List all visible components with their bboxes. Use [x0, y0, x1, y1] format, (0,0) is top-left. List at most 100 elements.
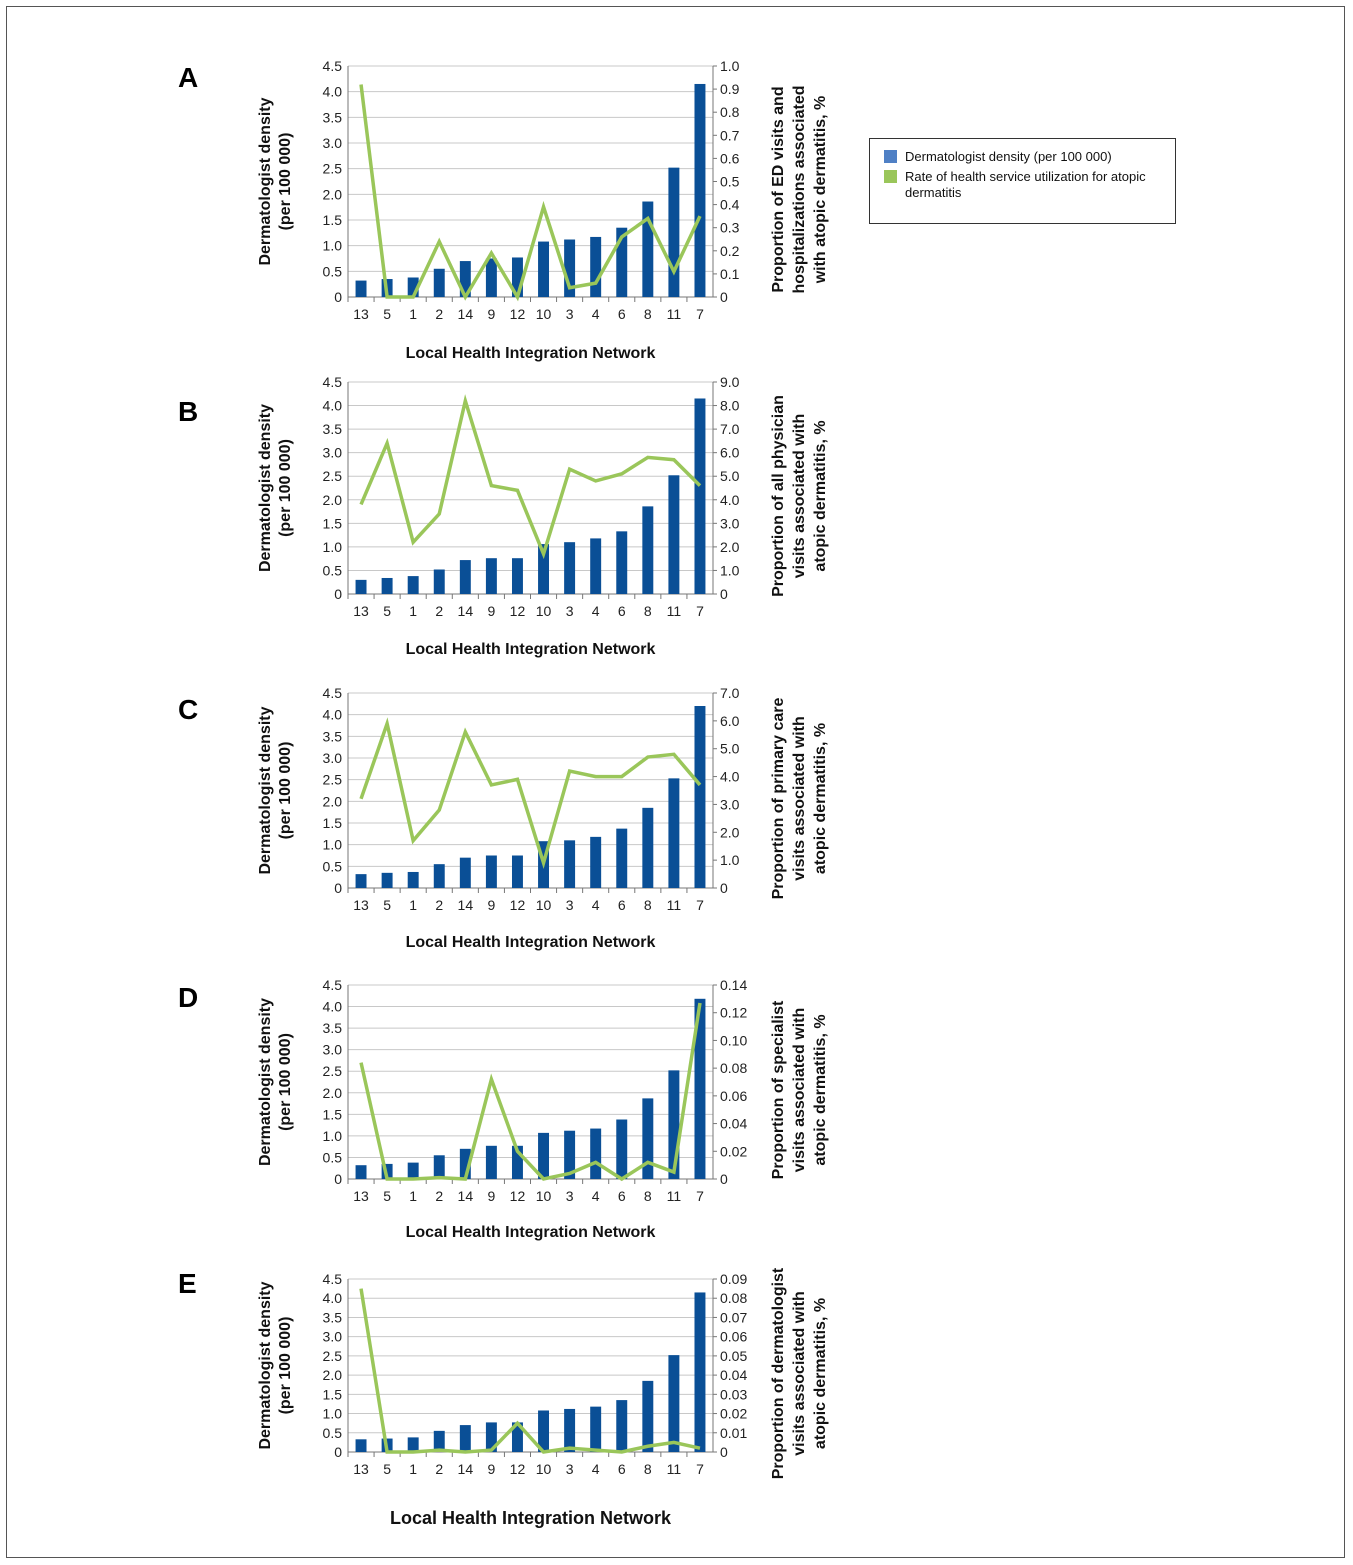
left-axis-title: (per 100 000) — [277, 133, 294, 231]
bar — [642, 201, 654, 297]
x-axis-title: Local Health Integration Network — [390, 1508, 672, 1528]
panel-letter: D — [178, 982, 199, 1013]
x-tick-label: 9 — [487, 603, 495, 619]
bar — [407, 1437, 419, 1452]
bar — [694, 706, 706, 888]
x-tick-label: 5 — [383, 603, 391, 619]
left-axis-title: Dermatologist density — [257, 1281, 274, 1449]
x-tick-label: 1 — [409, 306, 417, 322]
bar — [668, 475, 680, 594]
panel-c: C 0 0.5 1.0 1.5 2.0 2.5 3.0 3.5 4.0 4.5 0 1.0 2.0 3.0… — [178, 685, 829, 951]
x-tick-label: 5 — [383, 1188, 391, 1204]
left-tick-label: 2.0 — [323, 186, 343, 202]
left-axis-title: (per 100 000) — [277, 1033, 294, 1131]
x-tick-label: 10 — [536, 603, 552, 619]
right-tick-label: 0.12 — [720, 1005, 747, 1021]
x-tick-label: 7 — [696, 1188, 704, 1204]
panel-letter: E — [178, 1268, 197, 1299]
left-tick-label: 4.5 — [323, 685, 343, 701]
bar — [694, 1292, 706, 1452]
x-tick-label: 13 — [353, 603, 369, 619]
right-axis-title: visits associated with — [791, 1008, 808, 1173]
left-tick-label: 4.0 — [323, 1290, 343, 1306]
x-tick-label: 6 — [618, 603, 626, 619]
x-tick-label: 3 — [566, 306, 574, 322]
x-tick-label: 6 — [618, 306, 626, 322]
x-tick-label: 10 — [536, 306, 552, 322]
right-axis-title: visits associated with — [791, 1291, 808, 1456]
x-axis-title: Local Health Integration Network — [406, 1224, 656, 1241]
left-tick-label: 4.5 — [323, 58, 343, 74]
rate-line — [359, 717, 702, 870]
x-tick-label: 6 — [618, 1461, 626, 1477]
x-axis-title: Local Health Integration Network — [406, 934, 656, 951]
chart-d: 0 0.5 1.0 1.5 2.0 2.5 3.0 3.5 4.0 4.5 0 0.02 0.04 0.0… — [257, 977, 829, 1241]
bar — [590, 236, 602, 297]
x-tick-label: 1 — [409, 1461, 417, 1477]
x-tick-label: 5 — [383, 1461, 391, 1477]
x-tick-label: 12 — [510, 1461, 526, 1477]
left-tick-label: 4.5 — [323, 1271, 343, 1287]
x-tick-label: 7 — [696, 306, 704, 322]
bar — [616, 828, 628, 888]
x-tick-label: 11 — [667, 603, 682, 619]
x-tick-label: 3 — [566, 603, 574, 619]
right-axis-title: Proportion of specialist — [770, 1000, 787, 1179]
left-tick-label: 2.0 — [323, 1367, 343, 1383]
x-tick-label: 11 — [667, 306, 682, 322]
right-tick-label: 7.0 — [720, 421, 740, 437]
left-axis-title: (per 100 000) — [277, 1317, 294, 1415]
x-tick-label: 14 — [458, 306, 474, 322]
x-tick-label: 9 — [487, 1461, 495, 1477]
right-tick-label: 7.0 — [720, 685, 740, 701]
left-tick-label: 0 — [334, 289, 342, 305]
rate-line — [359, 1288, 701, 1454]
right-axis-title: Proportion of primary care — [770, 697, 787, 899]
left-tick-label: 1.5 — [323, 1106, 343, 1122]
legend-label-rate: Rate of health service utilization for a… — [905, 169, 1146, 200]
x-tick-label: 13 — [353, 897, 369, 913]
right-tick-label: 0.10 — [720, 1032, 747, 1048]
bar — [433, 1155, 445, 1179]
right-tick-label: 2.0 — [720, 539, 740, 555]
x-tick-label: 4 — [592, 897, 600, 913]
bar — [616, 1400, 628, 1452]
right-axis-title: atopic dermatitis, % — [812, 1014, 829, 1165]
bar — [642, 1098, 654, 1179]
left-tick-label: 1.0 — [323, 539, 343, 555]
panel-letter: B — [178, 396, 199, 427]
left-tick-label: 4.0 — [323, 398, 343, 414]
left-tick-label: 1.5 — [323, 815, 343, 831]
x-tick-label: 2 — [435, 306, 443, 322]
left-tick-label: 1.5 — [323, 212, 343, 228]
right-tick-label: 0 — [720, 880, 728, 896]
bar — [433, 268, 445, 297]
x-tick-label: 2 — [435, 897, 443, 913]
right-tick-label: 0.08 — [720, 1290, 747, 1306]
x-tick-label: 12 — [510, 897, 526, 913]
left-axis-title: (per 100 000) — [277, 439, 294, 537]
bar — [590, 836, 602, 888]
x-tick-label: 14 — [458, 1461, 474, 1477]
right-axis-title: atopic dermatitis, % — [812, 420, 829, 571]
x-tick-label: 11 — [667, 897, 682, 913]
x-tick-label: 3 — [566, 1461, 574, 1477]
right-tick-label: 0.3 — [720, 220, 740, 236]
chart-c: 0 0.5 1.0 1.5 2.0 2.5 3.0 3.5 4.0 4.5 0 1.0 2.0 3.0 4.… — [257, 685, 829, 951]
left-axis-title: Dermatologist density — [257, 706, 274, 874]
bar — [355, 1165, 367, 1179]
bar — [511, 1145, 523, 1179]
bar — [564, 1130, 576, 1179]
x-tick-label: 1 — [409, 1188, 417, 1204]
legend: Dermatologist density (per 100 000) Rate… — [869, 138, 1176, 224]
left-tick-label: 1.0 — [323, 1128, 343, 1144]
x-tick-label: 4 — [592, 1461, 600, 1477]
x-tick-label: 3 — [566, 1188, 574, 1204]
x-tick-label: 4 — [592, 603, 600, 619]
left-tick-label: 0.5 — [323, 263, 343, 279]
right-tick-label: 0.04 — [720, 1116, 747, 1132]
right-tick-label: 4.0 — [720, 769, 740, 785]
x-tick-label: 11 — [667, 1461, 682, 1477]
x-tick-label: 5 — [383, 306, 391, 322]
x-tick-label: 10 — [536, 897, 552, 913]
